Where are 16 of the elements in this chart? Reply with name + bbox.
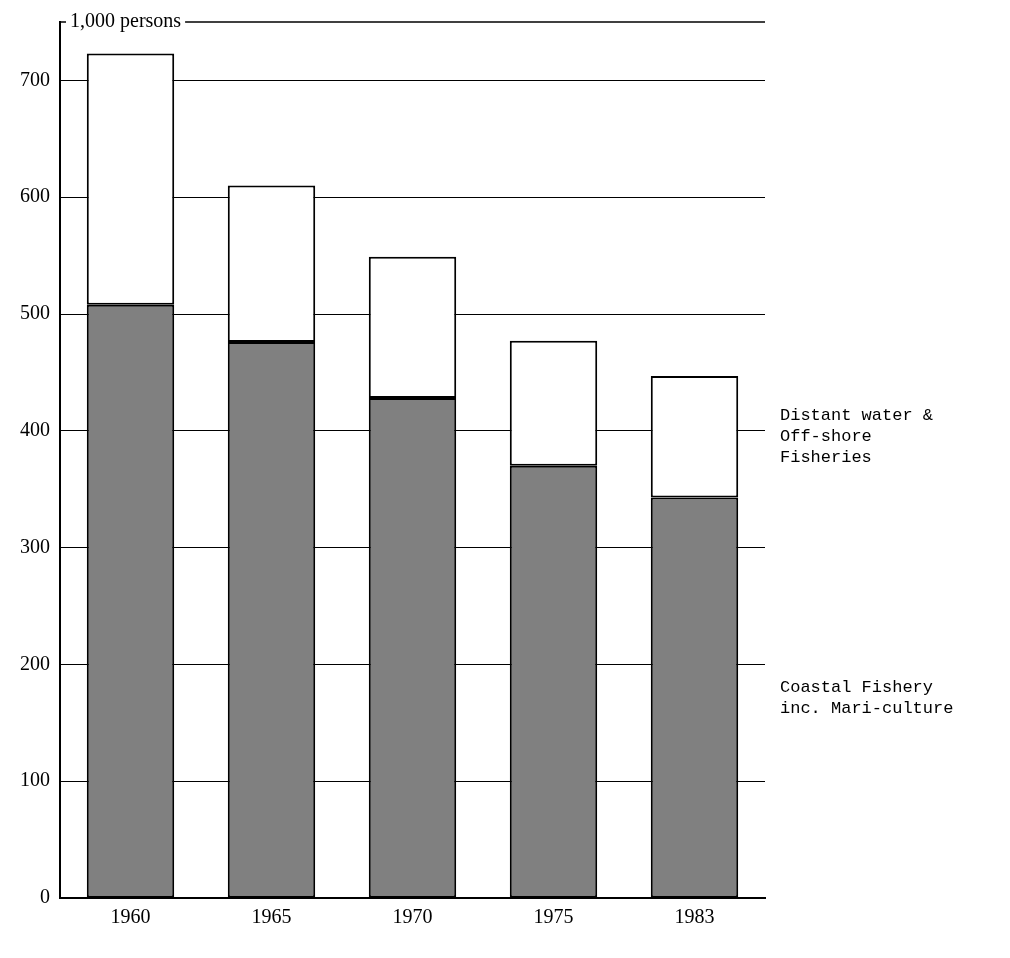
y-tick-label: 100	[20, 768, 50, 791]
x-tick-label: 1970	[392, 905, 433, 928]
y-tick-label: 700	[20, 67, 50, 90]
y-tick-label: 600	[20, 184, 50, 207]
x-tick-label: 1960	[110, 905, 151, 928]
x-tick-label: 1965	[251, 905, 292, 928]
text: Distant water & Off-shore Fisheries	[780, 406, 934, 468]
x-tick-label: 1983	[674, 905, 715, 928]
y-tick-label: 200	[20, 651, 50, 674]
text: Coastal Fishery inc. Mari-culture	[780, 677, 954, 718]
y-tick-label: 500	[20, 301, 50, 324]
x-tick-label: 1975	[533, 905, 574, 928]
y-axis-title: 1,000 persons	[70, 9, 182, 33]
y-tick-label: 300	[20, 534, 50, 557]
y-tick-label: 0	[40, 885, 50, 908]
y-tick-label: 400	[20, 418, 50, 441]
